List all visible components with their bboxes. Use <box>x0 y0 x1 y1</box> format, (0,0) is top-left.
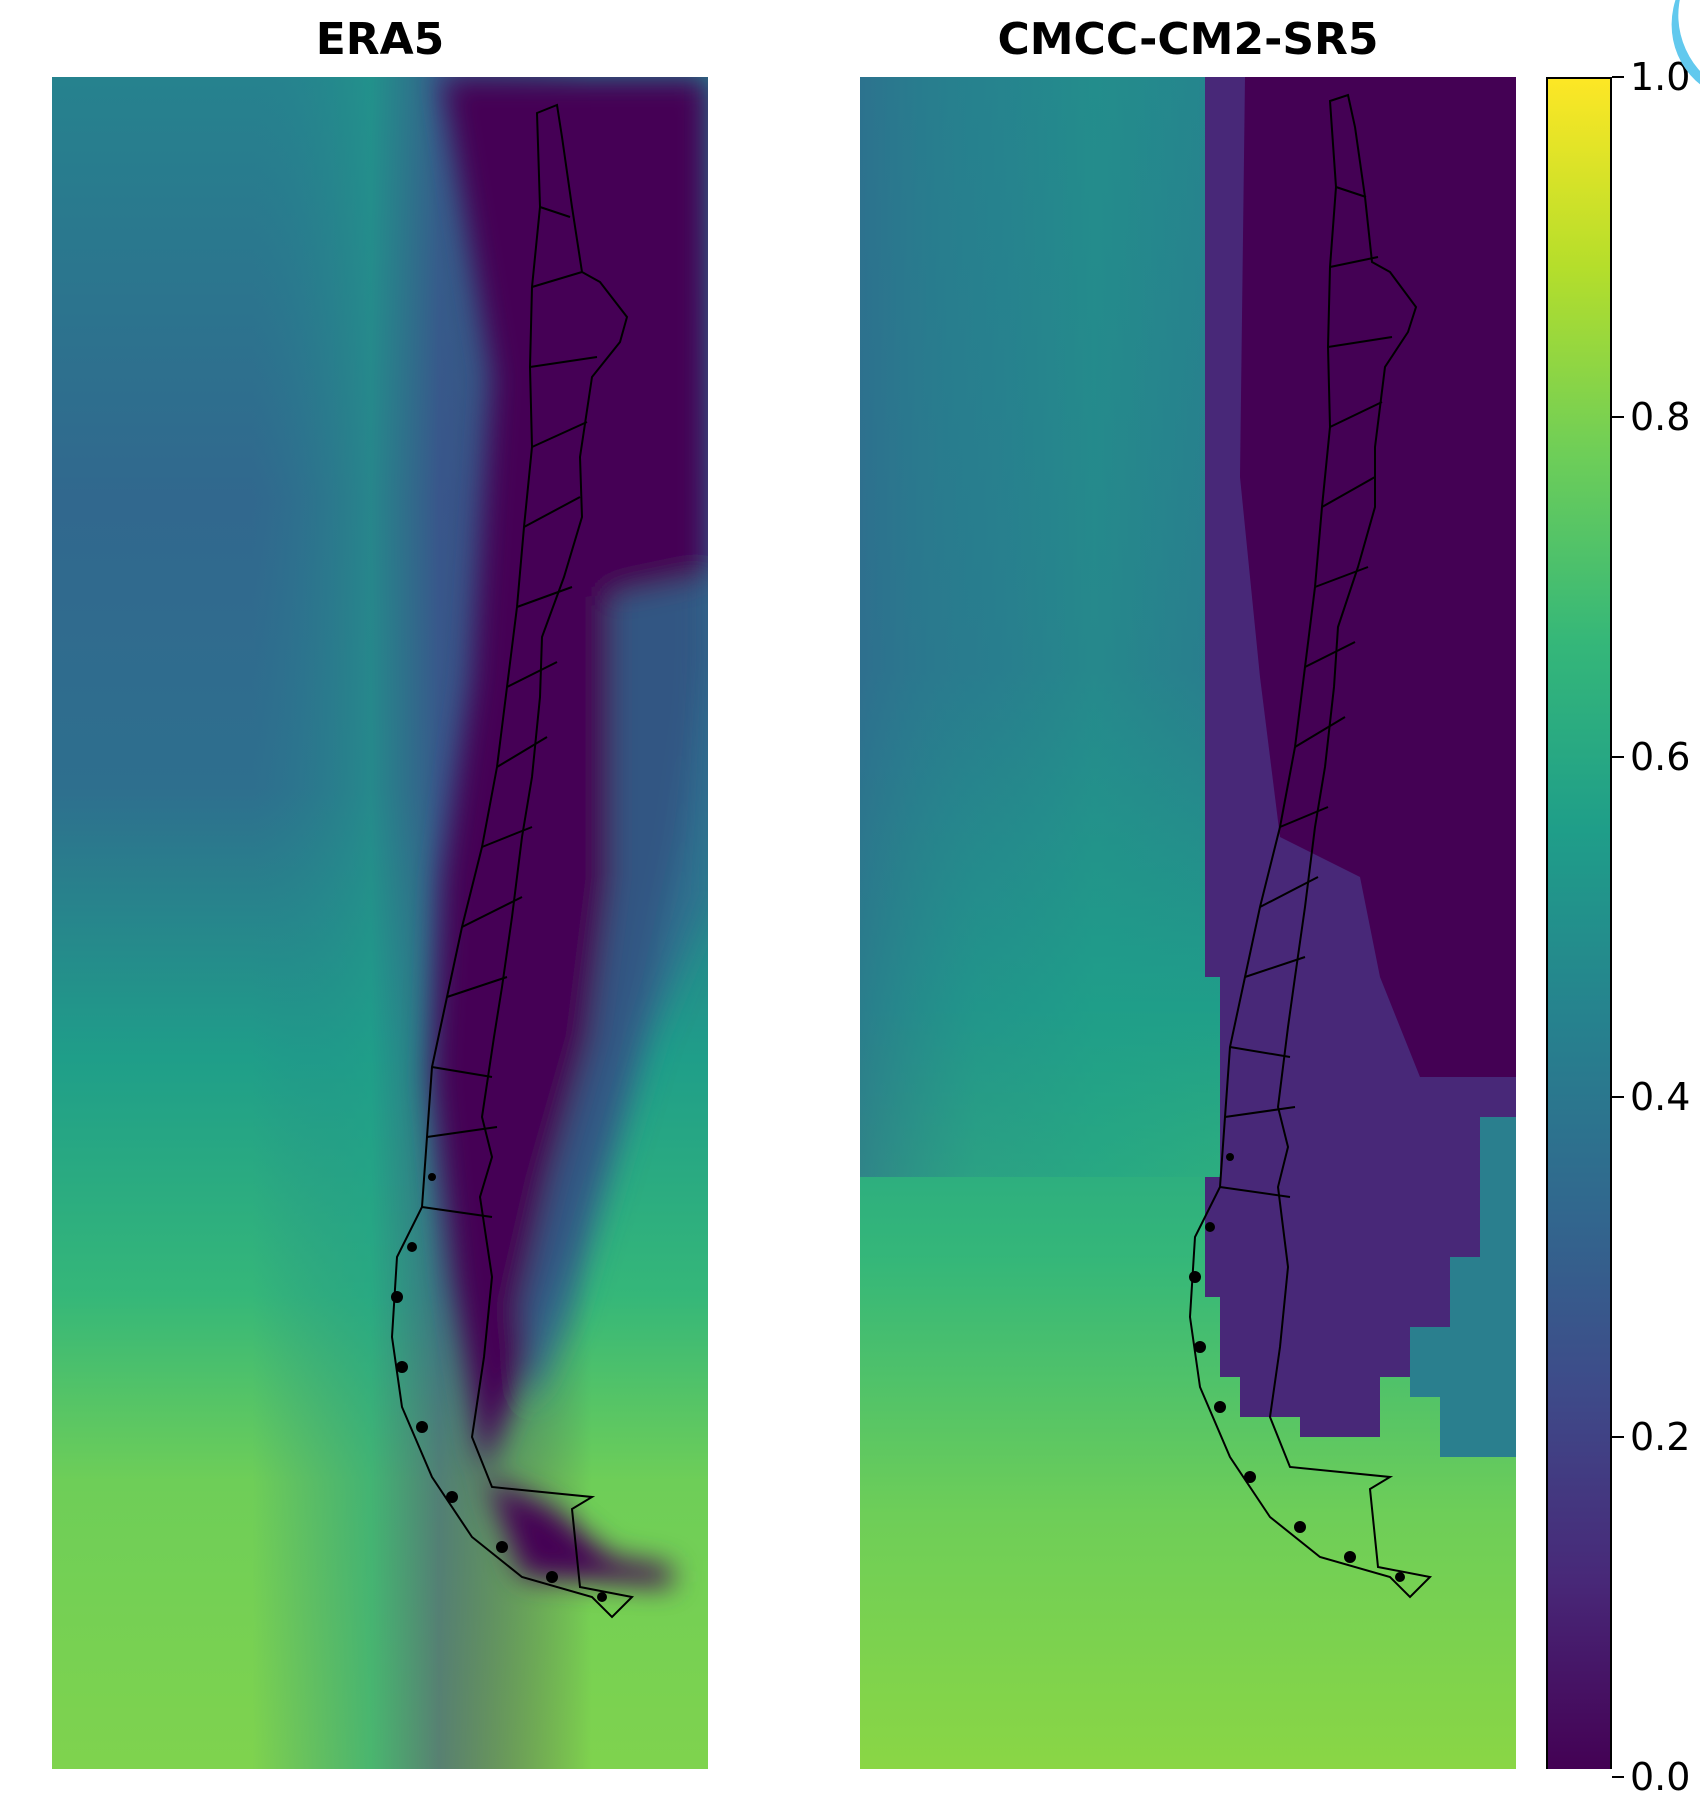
colorbar-tick <box>1612 76 1624 78</box>
map-panel-cmcc <box>860 77 1516 1769</box>
region-borders <box>421 206 598 1218</box>
colorbar-tick <box>1612 1436 1624 1438</box>
colorbar-tick-label: 0.2 <box>1630 1415 1691 1459</box>
colorbar-tick-label: 0.8 <box>1630 395 1691 439</box>
colorbar-tick-label: 1.0 <box>1630 55 1691 99</box>
field-andes-low <box>432 77 708 1587</box>
colorbar-tick <box>1612 1096 1624 1098</box>
colorbar-tick <box>1612 416 1624 418</box>
region-borders <box>1219 186 1393 1198</box>
colorbar-tick <box>1612 756 1624 758</box>
colorbar-tick <box>1612 1776 1624 1778</box>
colorbar-tick-label: 0.6 <box>1630 735 1691 779</box>
country-outline <box>390 103 635 1619</box>
field-west-band <box>860 77 1250 1177</box>
country-outline <box>1188 93 1433 1599</box>
colorbar-tick-label: 0.4 <box>1630 1075 1691 1119</box>
panel-title-cmcc: CMCC-CM2-SR5 <box>997 14 1379 65</box>
field-driest-core <box>1240 77 1516 1077</box>
colorbar <box>1546 77 1612 1769</box>
map-panel-era5 <box>52 77 708 1769</box>
field-andes-mid <box>522 577 708 1407</box>
panel-title-era5: ERA5 <box>315 14 445 65</box>
colorbar-tick-label: 0.0 <box>1630 1755 1691 1799</box>
field-mid-transition <box>1410 1117 1516 1457</box>
